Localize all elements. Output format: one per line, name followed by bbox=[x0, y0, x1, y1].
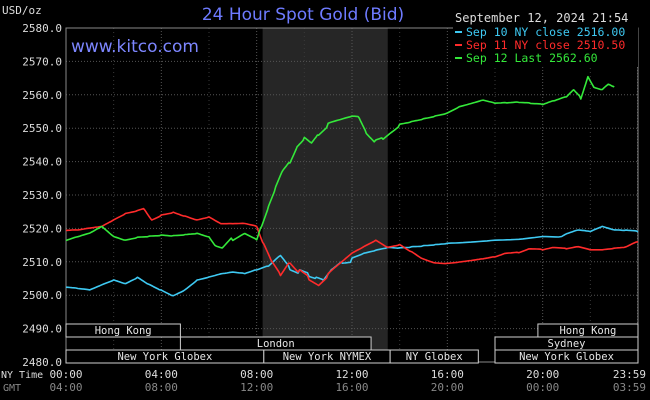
legend-entry: Sep 12 Last 2562.60 bbox=[466, 51, 598, 65]
y-tick-label: 2580.0 bbox=[22, 22, 62, 35]
series-line-sep12 bbox=[65, 75, 615, 249]
session-label: Hong Kong bbox=[95, 325, 152, 337]
session-label: New York NYMEX bbox=[283, 351, 372, 363]
y-tick-label: 2480.0 bbox=[22, 356, 62, 369]
session-label: New York Globex bbox=[117, 351, 212, 363]
x-tick-gmt-label: 04:00 bbox=[49, 381, 82, 394]
y-tick-label: 2520.0 bbox=[22, 222, 62, 235]
x-tick-gmt-label: 16:00 bbox=[335, 381, 368, 394]
market-sessions: Hong Kong London New York Globex New York N… bbox=[65, 323, 639, 364]
legend-entry: Sep 10 NY close 2516.00 bbox=[466, 25, 625, 39]
series-lines bbox=[65, 75, 639, 297]
nymex-session-shade bbox=[262, 28, 388, 362]
x-tick-gmt-label: 00:00 bbox=[526, 381, 559, 394]
x-tick-gmt-label: 20:00 bbox=[431, 381, 464, 394]
timezone-gmt-label: GMT bbox=[3, 383, 21, 394]
x-tick-label: 04:00 bbox=[145, 368, 178, 381]
series-line-sep11 bbox=[65, 207, 639, 287]
y-tick-label: 2530.0 bbox=[22, 189, 62, 202]
session-bar bbox=[494, 349, 639, 364]
session-bar bbox=[389, 349, 479, 364]
x-tick-gmt-label: 03:59 bbox=[613, 381, 646, 394]
site-watermark: www.kitco.com bbox=[71, 37, 199, 57]
y-tick-label: 2550.0 bbox=[22, 122, 62, 135]
x-tick-label: 20:00 bbox=[526, 368, 559, 381]
session-bar bbox=[65, 323, 181, 338]
y-axis-ticks: 2580.0 2570.0 2560.0 2550.0 2540.0 2530.0 2520… bbox=[22, 22, 62, 369]
session-label: Sydney bbox=[548, 338, 586, 350]
date-label: September 12, 2024 21:54 bbox=[455, 11, 628, 25]
x-tick-label: 23:59 bbox=[613, 368, 646, 381]
x-tick-label: 08:00 bbox=[240, 368, 273, 381]
legend-box bbox=[453, 27, 638, 67]
y-tick-label: 2540.0 bbox=[22, 156, 62, 169]
x-tick-gmt-label: 08:00 bbox=[145, 381, 178, 394]
y-tick-label: 2570.0 bbox=[22, 55, 62, 68]
y-tick-label: 2490.0 bbox=[22, 323, 62, 336]
x-axis-ticks: 00:0004:0004:0008:0008:0012:0012:0016:00… bbox=[49, 368, 646, 394]
session-label: Hong Kong bbox=[559, 325, 616, 337]
timezone-local-label: NY Time bbox=[1, 370, 43, 381]
x-tick-label: 12:00 bbox=[335, 368, 368, 381]
session-label: New York Globex bbox=[519, 351, 614, 363]
y-tick-label: 2560.0 bbox=[22, 89, 62, 102]
x-tick-gmt-label: 12:00 bbox=[240, 381, 273, 394]
session-label: NY Globex bbox=[406, 351, 463, 363]
unit-label: USD/oz bbox=[2, 4, 42, 17]
legend-entry: Sep 11 NY close 2510.50 bbox=[466, 38, 625, 52]
session-label: London bbox=[257, 338, 295, 350]
chart-title: 24 Hour Spot Gold (Bid) bbox=[202, 5, 404, 25]
y-tick-label: 2510.0 bbox=[22, 256, 62, 269]
y-tick-label: 2500.0 bbox=[22, 289, 62, 302]
x-tick-label: 16:00 bbox=[431, 368, 464, 381]
x-tick-label: 00:00 bbox=[49, 368, 82, 381]
